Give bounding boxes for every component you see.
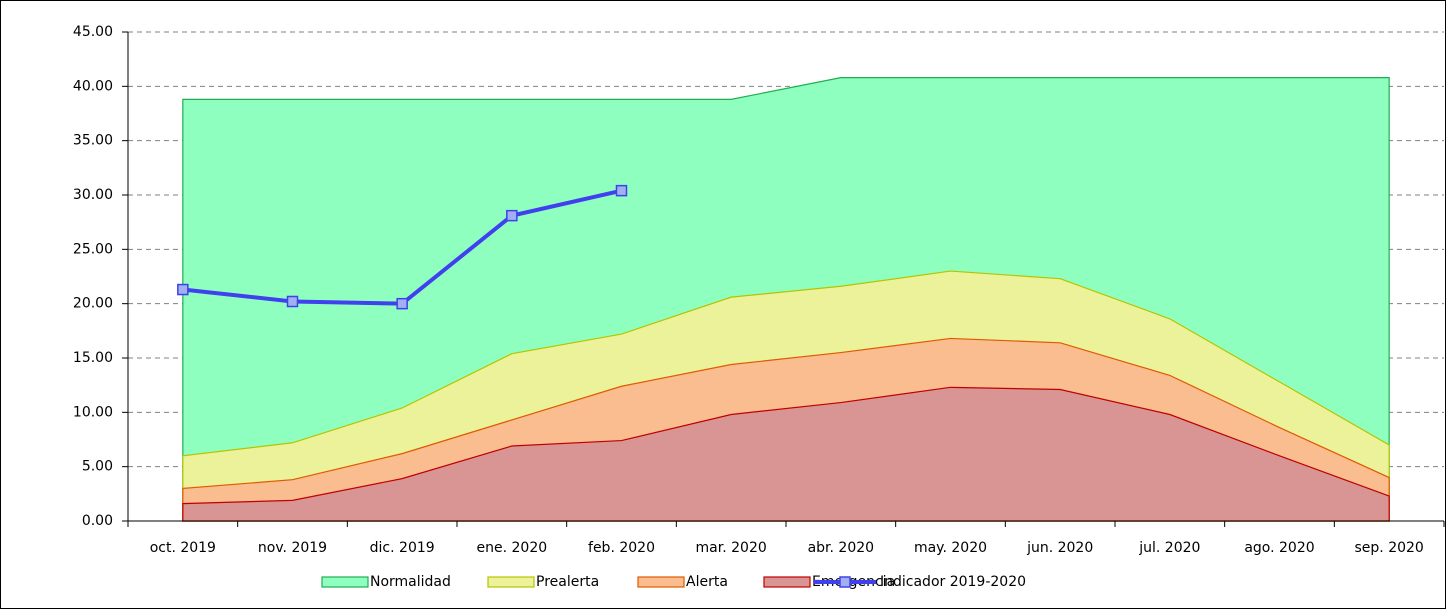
legend-swatch (321, 576, 369, 588)
legend-swatch (637, 576, 685, 588)
y-tick-label: 15.00 (73, 350, 113, 366)
x-tick-label: abr. 2020 (808, 540, 874, 556)
y-tick-label: 10.00 (73, 404, 113, 420)
y-tick-label: 5.00 (82, 459, 113, 475)
marker (615, 184, 628, 197)
legend-item: Indicador 2019-2020 (814, 574, 1026, 590)
legend-item: Prealerta (487, 574, 599, 590)
legend-label: Normalidad (370, 574, 451, 590)
y-tick-label: 35.00 (73, 133, 113, 149)
y-tick-label: 0.00 (82, 513, 113, 529)
legend-label: Indicador 2019-2020 (880, 574, 1026, 590)
area (182, 386, 1390, 522)
y-tick-label: 30.00 (73, 187, 113, 203)
marker (286, 295, 299, 308)
legend-label: Alerta (686, 574, 728, 590)
x-tick-label: ene. 2020 (477, 540, 548, 556)
legend-item: Normalidad (321, 574, 451, 590)
x-tick-label: jul. 2020 (1138, 540, 1200, 556)
marker (396, 297, 408, 310)
legend-swatch (763, 576, 811, 588)
legend-marker (839, 576, 851, 588)
x-tick-label: jun. 2020 (1026, 540, 1093, 556)
x-tick-label: mar. 2020 (696, 540, 767, 556)
x-tick-label: feb. 2020 (588, 540, 655, 556)
legend-item: Alerta (637, 574, 728, 590)
x-tick-label: sep. 2020 (1355, 540, 1424, 556)
y-tick-label: 40.00 (73, 78, 113, 94)
legend-swatch (487, 576, 535, 588)
marker (506, 209, 518, 222)
marker (177, 283, 189, 296)
x-tick-label: may. 2020 (914, 540, 987, 556)
x-tick-label: nov. 2019 (258, 540, 327, 556)
y-tick-label: 20.00 (73, 296, 113, 312)
y-tick-label: 25.00 (73, 241, 113, 257)
legend-label: Prealerta (536, 574, 599, 590)
x-tick-label: oct. 2019 (150, 540, 216, 556)
y-tick-label: 45.00 (73, 24, 113, 40)
x-tick-label: ago. 2020 (1244, 540, 1314, 556)
x-tick-label: dic. 2019 (370, 540, 435, 556)
